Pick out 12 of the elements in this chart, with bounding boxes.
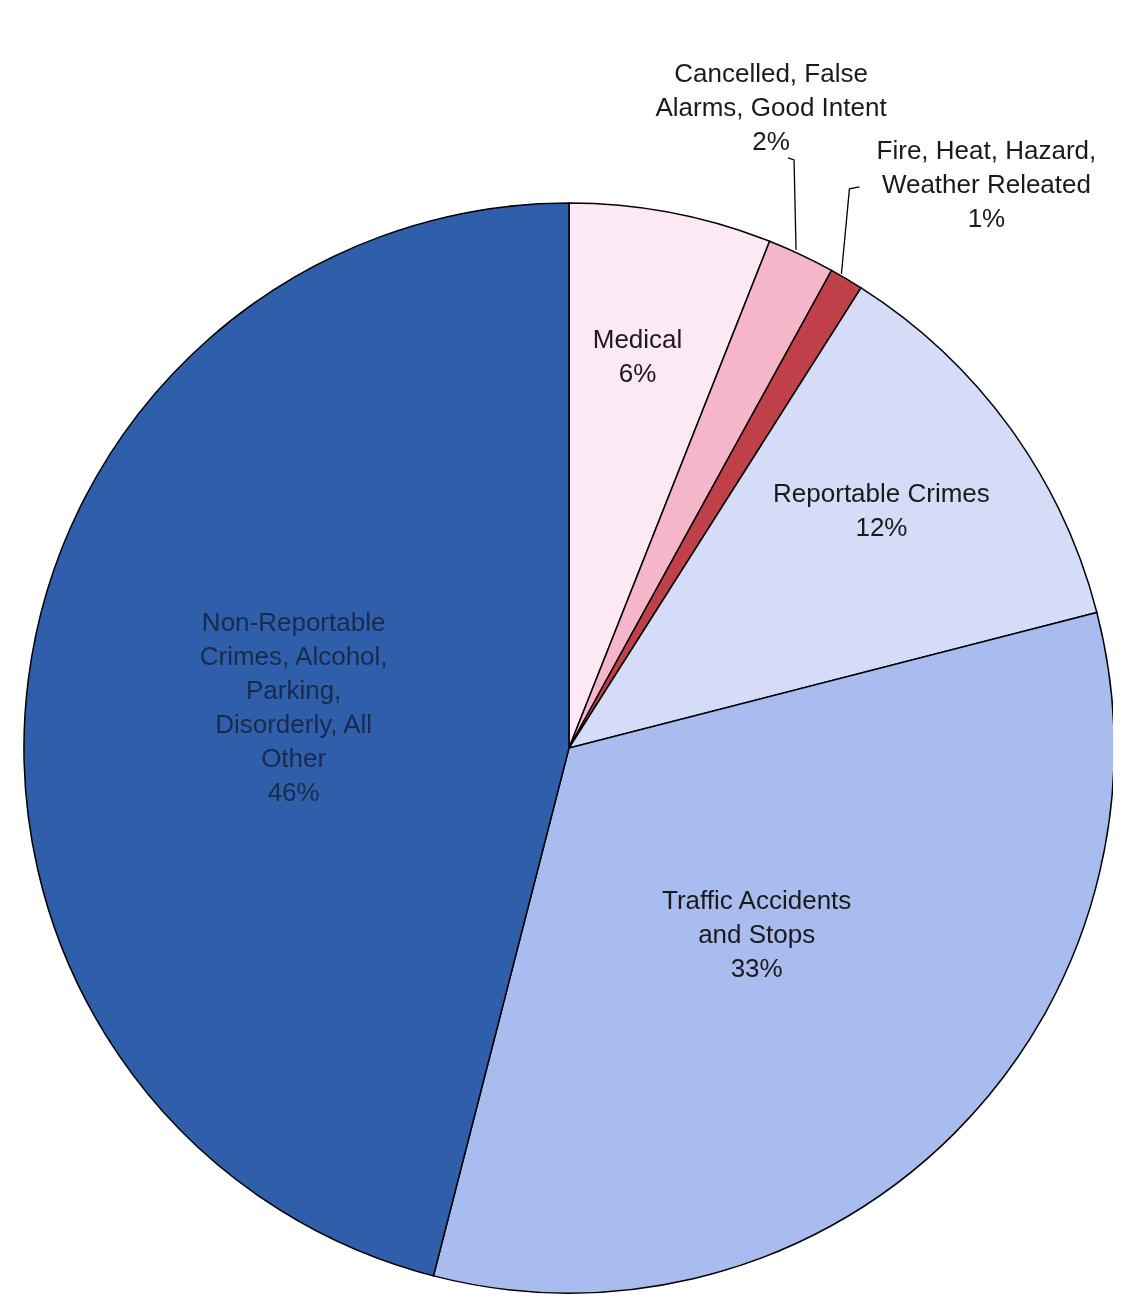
data-label: 6% (618, 357, 657, 388)
slice-label: Traffic Accidents and Stops (662, 884, 852, 949)
data-label: 2% (752, 125, 790, 156)
slice-label: Reportable Crimes (773, 478, 990, 509)
data-label: 33% (730, 952, 783, 983)
slice-label: Cancelled, False Alarms, Good Intent (655, 57, 888, 122)
slice-label: Medical (592, 323, 683, 354)
data-label: 1% (967, 202, 1006, 233)
data-label: 12% (855, 512, 908, 543)
data-label: 46% (267, 776, 320, 807)
slice-label: Non-Reportable Crimes, Alcohol, Parking, Disorderly, All Other (199, 606, 388, 773)
slice-label: Fire, Heat, Hazard, Weather Releated (876, 134, 1097, 199)
